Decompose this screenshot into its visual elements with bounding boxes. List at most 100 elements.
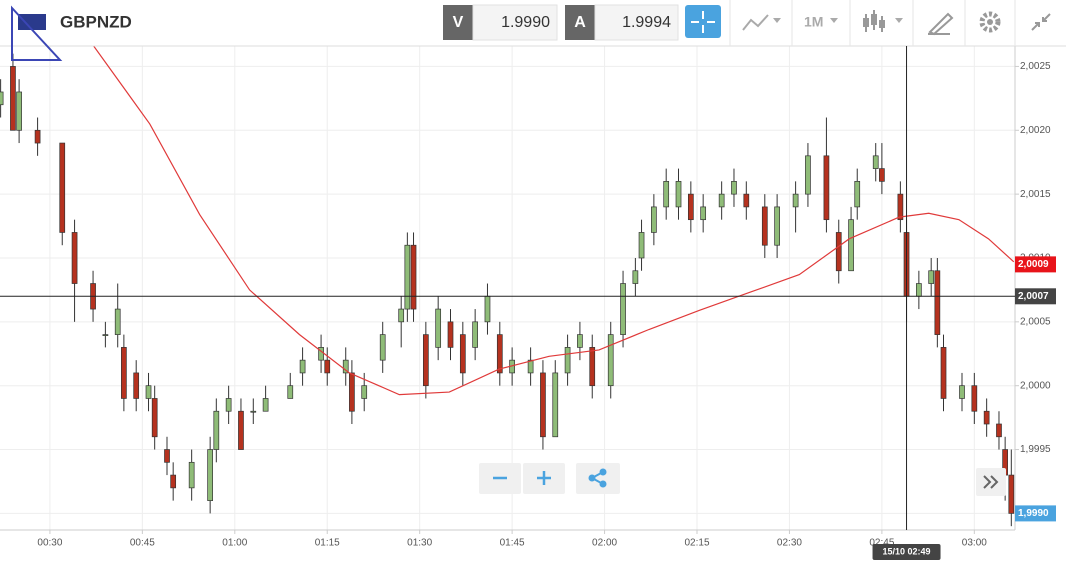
candle-body [607,334,614,387]
y-tick-label: 2,0025 [1020,61,1051,72]
x-tick-label: 03:00 [962,538,987,549]
crosshair-x-badge [872,544,941,560]
candle-body [404,244,411,310]
dropdown-arrow [895,18,903,23]
dropdown-arrow [830,18,838,23]
candle-body [743,193,750,208]
candle-body [872,155,879,169]
candle-body [121,347,127,399]
timeframe[interactable]: 1M [804,14,823,30]
x-tick-label: 02:00 [592,538,617,549]
candle-body [225,398,232,412]
candle-body [379,334,386,361]
candle-body [774,206,780,246]
scroll-icon [983,475,999,489]
candle-body [435,308,442,348]
ask-label: A [574,14,586,31]
candle-body [897,193,904,221]
bid-label: V [453,14,464,31]
candle-body [164,449,170,463]
x-tick-label: 00:30 [37,538,62,549]
ask-badge [565,5,595,40]
candle-body [835,232,842,272]
crosshair-x-label: 15/10 02:49 [883,546,931,556]
candle-body [638,232,645,259]
candle-body [916,283,922,297]
candle-body [527,359,534,374]
x-tick-label: 01:45 [500,538,525,549]
x-tick-label: 01:00 [222,538,247,549]
candle-body [996,423,1002,438]
candle-body [731,181,737,195]
grid [0,46,1015,530]
y-tick-label: 2,0005 [1020,316,1051,327]
y-tick-label: 1,9995 [1020,444,1051,455]
candle-body [959,385,965,399]
candle-body [632,270,639,284]
flag-icon [18,14,46,30]
candle-body [71,232,78,284]
candle-body [170,474,177,489]
crosshair-button[interactable] [685,5,721,38]
candle-body [496,334,503,374]
collapse-icon[interactable] [1031,13,1051,31]
candle-body [651,206,657,233]
overlay: 2,0007 15/10 02:49 2,0009 1,9990 [0,46,1056,560]
candle-body [207,449,213,501]
draw-icon[interactable] [928,12,954,36]
candle-body [287,385,294,399]
candles-icon-part [863,18,869,27]
chart-type-icon[interactable] [742,14,769,31]
candle-body [410,244,417,310]
settings-icon[interactable] [979,11,1001,33]
candle-body [16,91,22,131]
x-tick-label: 02:30 [777,538,802,549]
candle-body [700,206,707,221]
candle-body [0,91,4,106]
candle-body [324,359,331,374]
candle-body [687,193,694,221]
candle-body [577,334,583,348]
candle-body [145,385,152,399]
candle-body [792,193,799,208]
x-tick-label: 00:45 [130,538,155,549]
candle-body [879,168,885,182]
share-dot [599,480,607,488]
candle-body [447,321,454,348]
candle-body [564,347,571,374]
symbol[interactable]: GBPNZD [60,12,132,31]
crosshair-y-badge [1015,288,1056,305]
y-tick-label: 2,0015 [1020,189,1051,200]
candle-body [213,410,220,450]
moving-average-line [92,46,1015,396]
share-dot [588,474,596,482]
candle-body [854,181,861,208]
settings-icon-center [987,19,993,25]
candle-body [34,129,41,144]
candle-body [114,308,121,335]
ask-price: 1.9994 [622,14,671,31]
candle-body [940,347,947,399]
candle-body [484,295,491,323]
candle-body [262,398,269,412]
x-tick-label: 02:45 [869,538,894,549]
candle-body [361,385,368,399]
candle-body [299,359,306,374]
candle-body [188,461,195,489]
x-tick-label: 01:15 [315,538,340,549]
share-button[interactable] [576,463,620,494]
ask-box[interactable] [594,4,679,41]
candle-body [805,155,811,195]
crosshair-icon [691,11,715,33]
candle-body [102,334,109,336]
candle-body [848,219,854,272]
corner-marker [11,5,63,61]
candle-body [823,155,830,221]
bid-box[interactable] [472,4,558,41]
candle-body [133,372,140,399]
candle-body [398,308,405,323]
candle-body [59,142,66,233]
price-badge [1015,505,1056,522]
